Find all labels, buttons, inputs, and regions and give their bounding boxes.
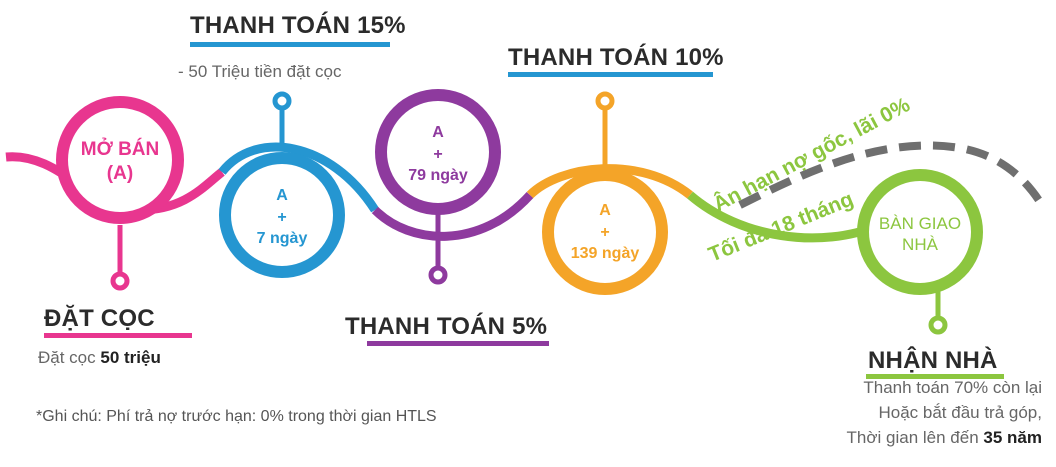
- pay5-underline: [367, 341, 549, 346]
- pay10-circle-line3: 139 ngày: [570, 245, 640, 263]
- ring-mo-ban: [56, 96, 184, 224]
- pay10-underline: [508, 72, 713, 77]
- handover-underline: [866, 374, 1004, 379]
- pay5-circle-line1: A: [432, 124, 444, 141]
- dot-dat-coc: [110, 271, 130, 291]
- pay10-circle-line1: A: [599, 202, 611, 219]
- wave-segment-blue: [218, 142, 379, 213]
- dot-handover: [928, 315, 948, 335]
- dat-coc-heading: ĐẶT CỌC: [44, 305, 155, 332]
- dot-pay10: [595, 91, 615, 111]
- wave-segment-gray-dashed: [738, 141, 1046, 209]
- handover-circle-line2: NHÀ: [902, 235, 938, 255]
- handover-heading: NHẬN NHÀ: [868, 347, 998, 374]
- wave-segment-orange: [526, 164, 693, 199]
- mo-ban-circle-label: MỞ BÁN (A): [70, 138, 170, 186]
- ring-handover: [857, 169, 983, 295]
- pay5-circle-line3: 79 ngày: [408, 167, 468, 185]
- pay15-underline: [190, 42, 390, 47]
- dat-coc-sub-bold: 50 triệu: [100, 348, 161, 367]
- pay15-circle-line2: +: [277, 208, 287, 226]
- pay10-heading: THANH TOÁN 10%: [508, 44, 724, 71]
- mo-ban-line2: (A): [106, 162, 134, 184]
- pay15-circle-label: A + 7 ngày: [232, 185, 332, 250]
- handover-line3: Thời gian lên đến 35 năm: [847, 428, 1042, 448]
- handover-line2: Hoặc bắt đầu trả góp,: [878, 403, 1042, 422]
- pay10-circle-label: A + 139 ngày: [555, 200, 655, 265]
- pay5-circle-line2: +: [433, 145, 443, 163]
- dat-coc-sub: Đặt cọc 50 triệu: [38, 348, 161, 368]
- note-text: *Ghi chú: Phí trả nợ trước hạn: 0% trong…: [36, 408, 437, 425]
- handover-circle-label: BÀN GIAO NHÀ: [865, 213, 975, 256]
- dot-pay5: [428, 265, 448, 285]
- mo-ban-line1: MỞ BÁN: [80, 139, 160, 160]
- handover-circle-line1: BÀN GIAO: [878, 214, 962, 233]
- dot-pay15: [272, 91, 292, 111]
- ring-pay10: [542, 169, 668, 295]
- ring-pay5: [375, 89, 501, 215]
- pay15-circle-line1: A: [276, 187, 288, 204]
- pay15-sub: - 50 Triệu tiền đặt cọc: [178, 62, 342, 81]
- pay5-circle-label: A + 79 ngày: [388, 122, 488, 187]
- dat-coc-underline: [44, 333, 192, 338]
- pay15-circle-line3: 7 ngày: [256, 230, 308, 248]
- dat-coc-sub-prefix: Đặt cọc: [38, 348, 101, 367]
- handover-line1: Thanh toán 70% còn lại: [863, 378, 1042, 397]
- ring-pay15: [219, 152, 345, 278]
- pay5-heading: THANH TOÁN 5%: [345, 313, 548, 340]
- handover-line3-bold: 35 năm: [983, 428, 1042, 447]
- pay15-heading: THANH TOÁN 15%: [190, 12, 406, 39]
- wave-segment-purple: [371, 191, 534, 241]
- handover-line3-prefix: Thời gian lên đến: [846, 428, 984, 447]
- pay10-circle-line2: +: [600, 223, 610, 241]
